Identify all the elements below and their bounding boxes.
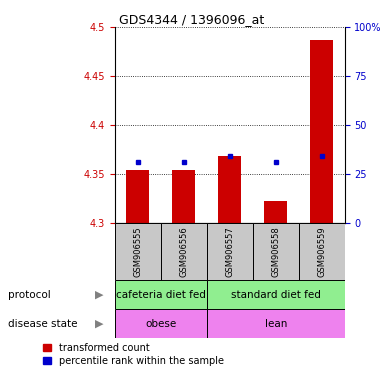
Text: cafeteria diet fed: cafeteria diet fed [116,290,206,300]
Text: standard diet fed: standard diet fed [231,290,321,300]
Text: GSM906559: GSM906559 [317,226,326,277]
Bar [115,280,207,309]
Legend: transformed count, percentile rank within the sample: transformed count, percentile rank withi… [43,343,224,366]
Bar [253,223,299,280]
Bar [115,309,207,338]
Bar [207,223,253,280]
Text: GSM906555: GSM906555 [133,226,142,277]
Text: GSM906557: GSM906557 [225,226,234,277]
Bar [207,280,345,309]
Text: GSM906556: GSM906556 [179,226,188,277]
Text: protocol: protocol [8,290,51,300]
Bar [207,309,345,338]
Text: ▶: ▶ [95,290,104,300]
Bar [172,170,195,223]
Bar [264,201,287,223]
Text: obese: obese [145,318,177,329]
Text: disease state: disease state [8,318,77,329]
Bar [161,223,207,280]
Text: lean: lean [265,318,287,329]
Text: GDS4344 / 1396096_at: GDS4344 / 1396096_at [119,13,264,26]
Text: GSM906558: GSM906558 [271,226,280,277]
Bar [310,40,333,223]
Bar [299,223,345,280]
Bar [126,170,149,223]
Text: ▶: ▶ [95,318,104,329]
Bar [218,156,241,223]
Bar [115,223,161,280]
